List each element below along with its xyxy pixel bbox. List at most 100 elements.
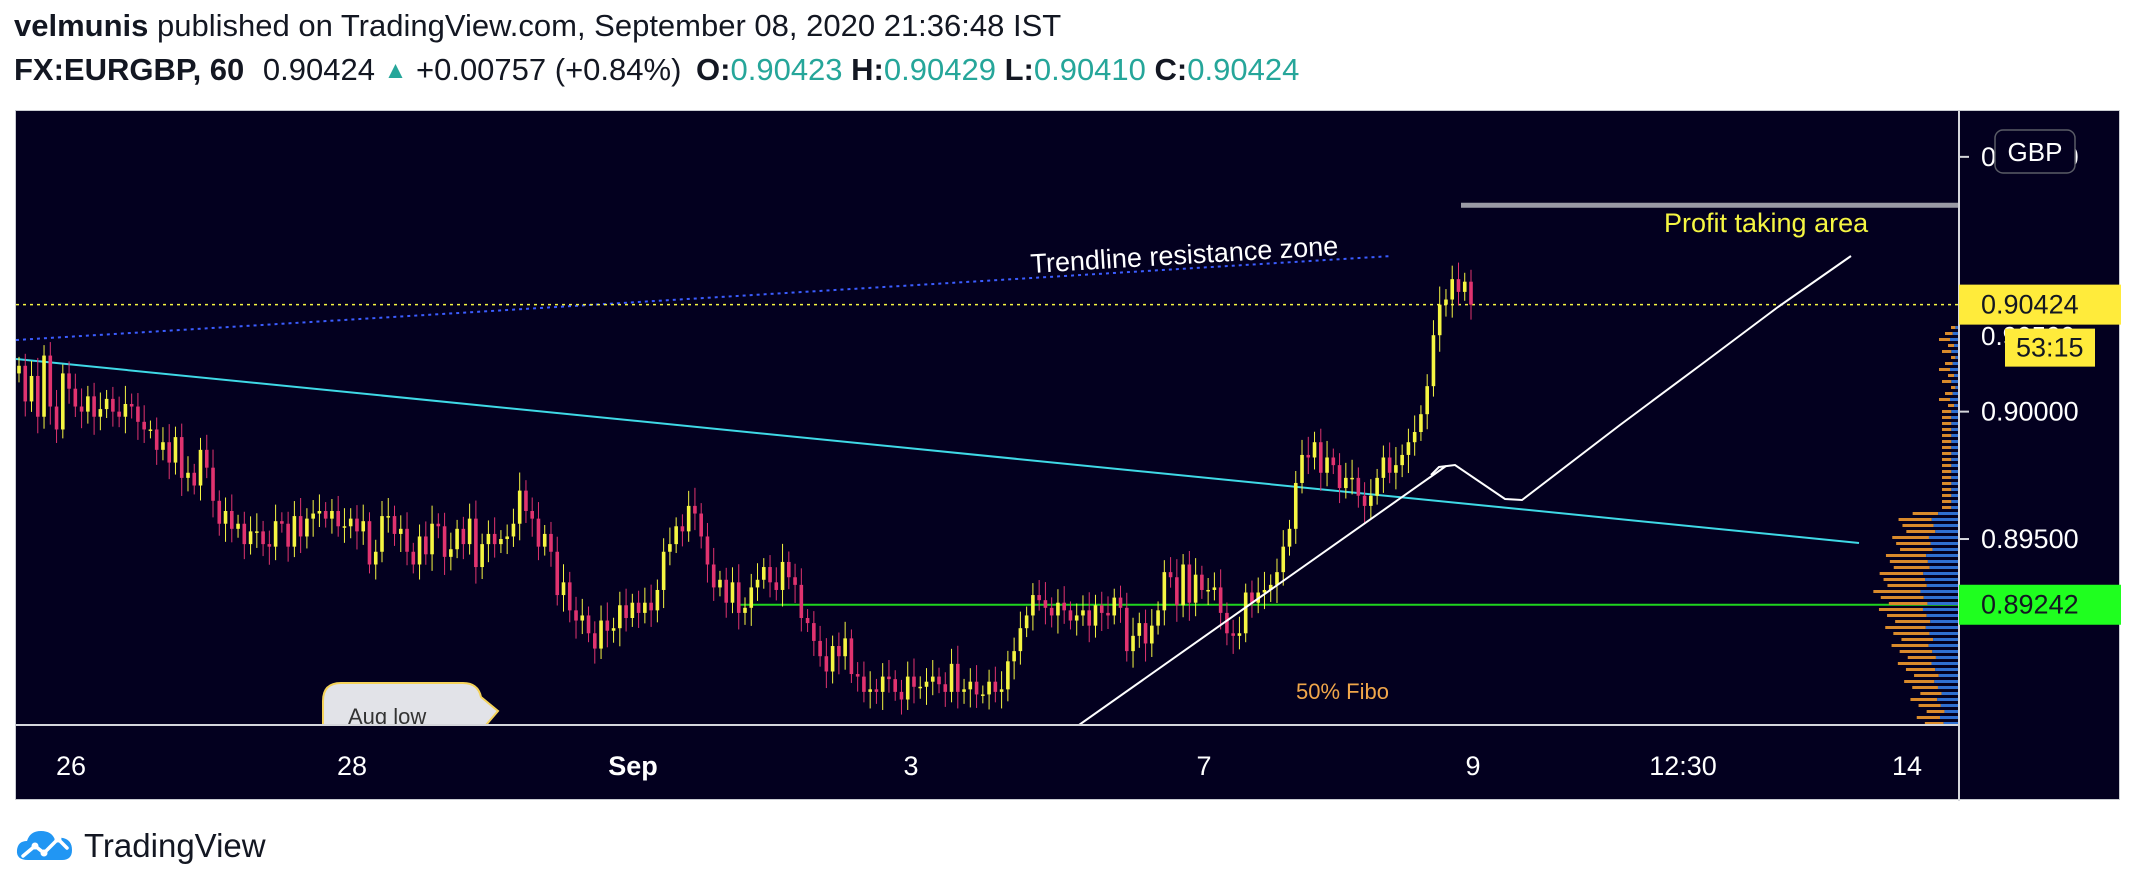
candle-body: [242, 523, 247, 545]
author-name[interactable]: velmunis: [14, 8, 149, 43]
candle-body: [280, 521, 284, 524]
brand-name: TradingView: [84, 827, 266, 864]
ascending-trendline[interactable]: [1078, 465, 1447, 725]
candle-body: [837, 646, 841, 657]
candle-body: [705, 536, 710, 565]
candle-body: [649, 602, 653, 611]
published-text: published on TradingView.com, September …: [157, 8, 1062, 43]
candle-body: [267, 544, 272, 547]
candle-body: [336, 510, 340, 527]
candle-body: [1181, 564, 1185, 606]
close-label: C:: [1154, 52, 1188, 87]
descending-trendline[interactable]: [16, 358, 1860, 544]
volume-bar-blue: [1923, 596, 1959, 599]
candle-body: [605, 620, 610, 631]
volume-bar-blue: [1925, 626, 1959, 629]
volume-bar-blue: [1934, 680, 1959, 683]
volume-bar-orange: [1873, 590, 1921, 593]
candle-body: [386, 516, 391, 518]
candle-body: [1456, 279, 1461, 292]
candle-body: [1074, 615, 1079, 621]
low-value: 0.90410: [1033, 52, 1146, 87]
candle-body: [724, 579, 729, 603]
volume-bar-blue: [1951, 464, 1959, 467]
candle-body: [455, 528, 459, 550]
candle-body: [348, 518, 353, 527]
volume-bar-blue: [1951, 380, 1959, 383]
candle-body: [104, 398, 109, 410]
candle-body: [661, 551, 666, 590]
candle-body: [86, 396, 90, 412]
candle-body: [292, 516, 297, 547]
candle-body: [1162, 572, 1167, 611]
candle-body: [474, 518, 478, 568]
candle-body: [342, 526, 347, 528]
candle-body: [35, 375, 40, 417]
candle-body: [1156, 610, 1160, 626]
tradingview-brand[interactable]: TradingView: [14, 822, 266, 870]
current-price-tag[interactable]: 0.90424: [1959, 284, 2121, 325]
candle-body: [442, 526, 447, 557]
volume-bar-orange: [1948, 374, 1955, 377]
volume-bar-blue: [1927, 602, 1959, 605]
volume-bar-blue: [1951, 476, 1959, 479]
candle-body: [1437, 304, 1442, 336]
projected-path[interactable]: [1430, 255, 1852, 502]
candle-body: [555, 551, 560, 596]
volume-bar-blue: [1951, 428, 1959, 431]
candle-body: [211, 467, 215, 501]
candle-body: [248, 531, 253, 545]
low-label: L:: [1004, 52, 1034, 87]
volume-bar-blue: [1952, 332, 1959, 335]
trendline-resistance-label[interactable]: Trendline resistance zone: [1030, 231, 1339, 279]
x-tick-label: 12:30: [1649, 751, 1717, 781]
volume-bar-blue: [1926, 554, 1959, 557]
fibo-label[interactable]: 50% Fibo: [1296, 679, 1389, 704]
candle-body: [630, 602, 635, 618]
candle-body: [1175, 577, 1179, 606]
y-tick-label: 0.89500: [1981, 524, 2079, 554]
time-axis[interactable]: 26 28 Sep 3 7 9 12:30 14: [56, 751, 1922, 781]
candle-body: [542, 533, 547, 547]
candle-body: [1031, 595, 1035, 616]
candle-body: [317, 510, 322, 514]
trendline-resistance-dotted[interactable]: [16, 255, 1393, 341]
currency-badge[interactable]: GBP: [1994, 129, 2076, 174]
aug-low-label: Aug low: [348, 704, 426, 729]
candle-body: [1275, 572, 1279, 585]
candle-body: [618, 605, 622, 629]
volume-bar-blue: [1950, 338, 1959, 341]
volume-bar-orange: [1895, 620, 1931, 623]
candle-body: [48, 355, 53, 407]
candle-body: [98, 409, 103, 417]
volume-bar-blue: [1950, 368, 1959, 371]
volume-bar-blue: [1926, 584, 1959, 587]
candle-body: [693, 505, 697, 514]
candle-body: [1006, 661, 1010, 690]
volume-bar-orange: [1904, 680, 1935, 683]
candle-body: [1124, 607, 1129, 652]
candle-body: [1250, 592, 1254, 603]
chart-panel[interactable]: Aug low Trendline resistance zone Profit…: [15, 110, 2121, 801]
candle-body: [686, 505, 691, 532]
volume-bar-orange: [1883, 578, 1926, 581]
price-chart[interactable]: Aug low Trendline resistance zone Profit…: [16, 111, 2121, 801]
candle-body: [636, 602, 641, 613]
candle-body: [1131, 635, 1135, 652]
candle-body: [1062, 602, 1066, 611]
profit-taking-label[interactable]: Profit taking area: [1664, 208, 1869, 238]
candle-body: [1344, 477, 1348, 489]
candle-body: [567, 582, 572, 611]
volume-bar-blue: [1951, 494, 1959, 497]
volume-bar-orange: [1924, 722, 1944, 725]
candle-body: [398, 528, 403, 534]
symbol-label[interactable]: FX:EURGBP, 60: [14, 52, 245, 87]
candle-body: [148, 429, 153, 431]
candle-body: [830, 646, 835, 672]
candle-body: [54, 406, 59, 430]
fibo-price-tag[interactable]: 0.89242: [1959, 584, 2121, 625]
aug-low-callout[interactable]: Aug low: [322, 682, 500, 729]
high-label: H:: [851, 52, 884, 87]
candle-body: [430, 523, 434, 555]
candle-body: [1087, 610, 1092, 626]
